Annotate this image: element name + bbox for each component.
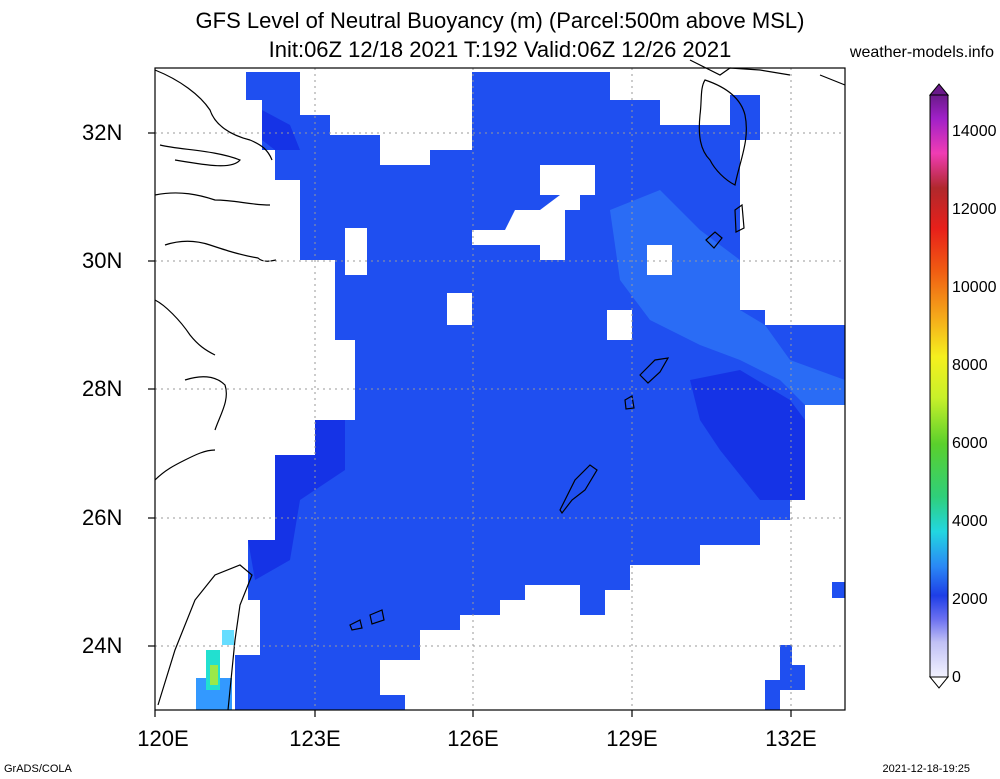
chart-title: GFS Level of Neutral Buoyancy (m) (Parce… [195, 8, 805, 33]
timestamp-label: 2021-12-18-19:25 [882, 763, 970, 775]
y-tick-label: 28N [82, 376, 123, 401]
colorbar-label: 8000 [952, 357, 988, 374]
colorbar-label: 14000 [952, 123, 997, 140]
site-label: weather-models.info [849, 44, 994, 61]
colorbar-label: 10000 [952, 279, 997, 296]
axis-ticks [148, 132, 792, 717]
colorbar-label: 12000 [952, 201, 997, 218]
colorbar-label: 0 [952, 669, 961, 686]
colorbar-label: 6000 [952, 435, 988, 452]
x-tick-label: 129E [606, 726, 658, 751]
chart-subtitle: Init:06Z 12/18 2021 T:192 Valid:06Z 12/2… [268, 37, 732, 62]
colorbar-label: 2000 [952, 591, 988, 608]
x-tick-label: 123E [289, 726, 341, 751]
x-tick-label: 126E [447, 726, 499, 751]
colorbar-max-arrow [928, 83, 950, 96]
y-tick-label: 24N [82, 633, 123, 658]
buoyancy-field [196, 72, 845, 710]
y-tick-label: 32N [82, 120, 123, 145]
colorbar-min-arrow [928, 676, 950, 689]
gridlines [155, 68, 845, 710]
x-tick-label: 132E [765, 726, 817, 751]
colorbar-label: 4000 [952, 513, 988, 530]
credit-label: GrADS/COLA [4, 763, 72, 775]
y-tick-label: 26N [82, 505, 123, 530]
colorbar-scale [929, 94, 949, 678]
x-tick-label: 120E [137, 726, 189, 751]
coastlines [154, 59, 846, 711]
y-tick-label: 30N [82, 248, 123, 273]
